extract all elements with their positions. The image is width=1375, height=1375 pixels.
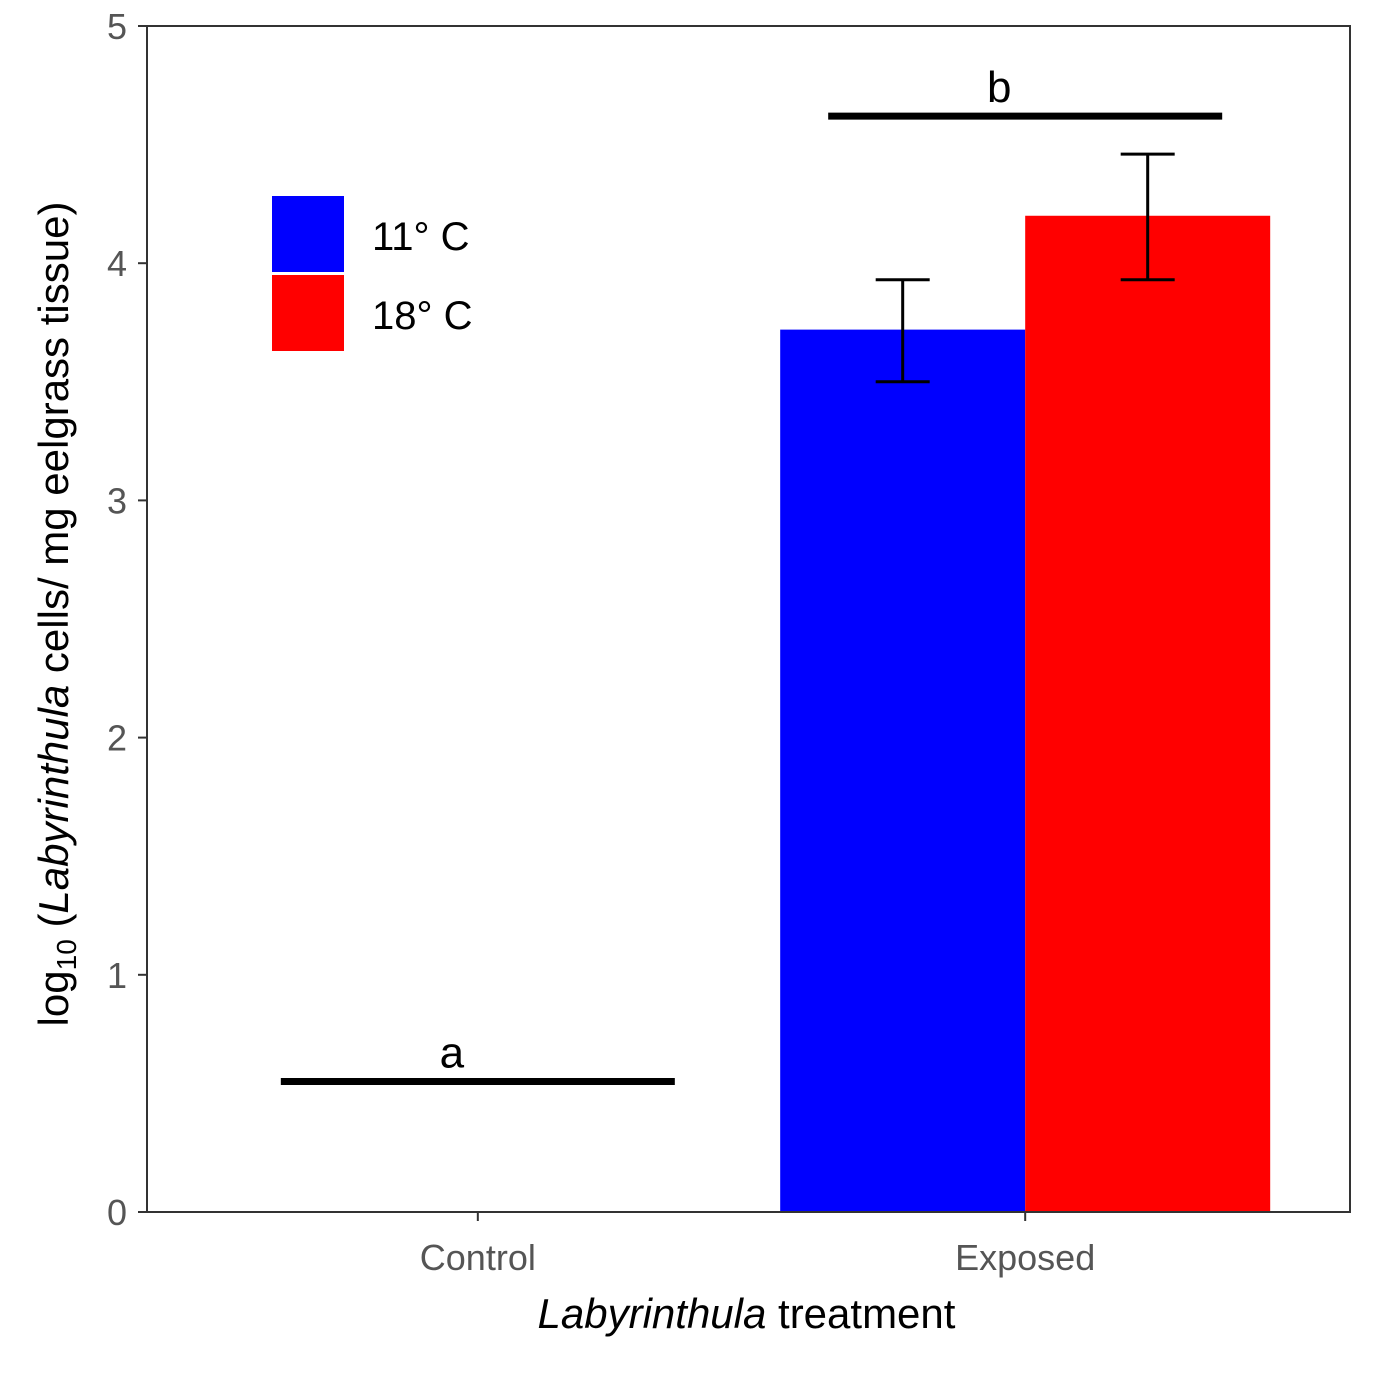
y-axis-title-rest: cells/ mg eelgrass tissue) [30,202,77,685]
legend-key-series-0 [272,196,344,272]
y-tick-label: 5 [107,6,127,47]
error-bars-group [875,152,1175,384]
y-axis-title: log10 (Labyrinthula cells/ mg eelgrass t… [30,202,82,1027]
y-tick-label: 2 [107,718,127,759]
y-axis-title-open: ( [30,914,77,940]
y-tick-label: 3 [107,480,127,521]
x-axis: Control Exposed [420,1212,1095,1278]
significance-annotations: ab [280,63,1223,1086]
y-axis: 0 1 2 3 4 5 [107,6,147,1233]
y-tick-label: 0 [107,1192,127,1233]
x-tick-label-control: Control [420,1237,536,1278]
y-axis-title-subscript: 10 [51,939,82,970]
significance-letter-b: b [987,63,1011,112]
x-tick-label-exposed: Exposed [955,1237,1095,1278]
y-tick-label: 4 [107,243,127,284]
x-axis-title-rest: treatment [766,1290,955,1337]
y-tick-label: 1 [107,955,127,996]
x-axis-title-italic: Labyrinthula [538,1290,767,1337]
legend-key-series-1 [272,275,344,351]
bar-exposed-series-0 [780,329,1026,1213]
plot-frame [146,25,1351,1213]
legend: 11° C 18° C [272,196,473,351]
error-bar-exposed-series-0 [875,278,930,384]
bar-exposed-series-1 [1025,215,1271,1212]
significance-letter-a: a [440,1029,465,1078]
error-bar-exposed-series-1 [1120,152,1175,282]
y-axis-title-italic: Labyrinthula [30,685,77,914]
bars-group [780,215,1271,1213]
legend-label-series-0: 11° C [372,215,470,259]
legend-label-series-1: 18° C [372,294,473,338]
y-axis-title-prefix: log [30,970,77,1026]
x-axis-title: Labyrinthula treatment [538,1290,956,1337]
